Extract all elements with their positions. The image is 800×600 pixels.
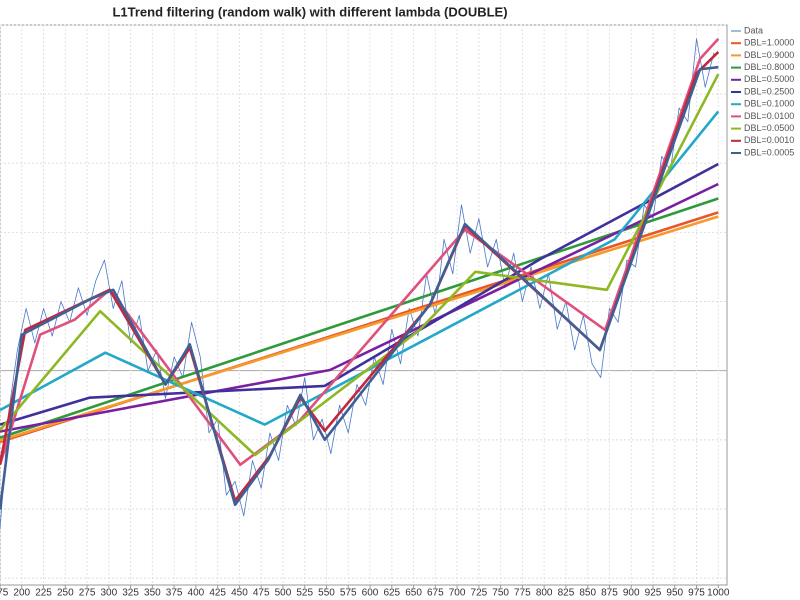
x-tick-label: 825	[558, 588, 575, 599]
grid	[0, 24, 727, 585]
x-tick-label: 250	[57, 588, 74, 599]
x-tick-label: 625	[383, 588, 400, 599]
x-tick-label: 950	[666, 588, 683, 599]
legend-label: Data	[744, 25, 763, 35]
legend-label: DBL=0.8000	[744, 62, 794, 72]
legend-label: DBL=0.9000	[744, 50, 794, 60]
x-tick-label: 425	[209, 588, 226, 599]
trend-line	[0, 197, 719, 439]
x-tick-label: 750	[492, 588, 509, 599]
x-tick-label: 775	[514, 588, 531, 599]
x-tick-label: 925	[645, 588, 662, 599]
trend-line	[0, 162, 719, 426]
x-tick-label: 675	[427, 588, 444, 599]
legend-label: DBL=0.2500	[744, 86, 794, 96]
x-tick-label: 600	[362, 588, 379, 599]
trend-line	[0, 182, 719, 433]
lines	[0, 37, 720, 530]
x-tick-label: 175	[0, 588, 9, 599]
data-line	[0, 38, 715, 530]
x-tick-label: 400	[188, 588, 205, 599]
x-tick-label: 850	[579, 588, 596, 599]
trend-line	[0, 215, 719, 442]
trend-line	[0, 110, 720, 426]
x-tick-label: 500	[275, 588, 292, 599]
legend-label: DBL=0.0500	[744, 123, 794, 133]
chart-title: L1Trend filtering (random walk) with dif…	[112, 4, 507, 19]
legend: Data DBL=1.0000 DBL=0.9000 DBL=0.8000 DBL=0.…	[731, 25, 794, 157]
x-tick-label: 225	[35, 588, 52, 599]
x-tick-label: 575	[340, 588, 357, 599]
x-tick-label: 450	[231, 588, 248, 599]
x-tick-label: 725	[471, 588, 488, 599]
x-tick-label: 300	[100, 588, 117, 599]
legend-label: DBL=0.1000	[744, 99, 794, 109]
legend-label: DBL=0.5000	[744, 74, 794, 84]
x-tick-label: 650	[405, 588, 422, 599]
legend-label: DBL=0.0100	[744, 111, 794, 121]
legend-label: DBL=1.0000	[744, 38, 794, 48]
x-tick-label: 700	[449, 588, 466, 599]
x-tick-label: 325	[122, 588, 139, 599]
x-tick-label: 1000	[707, 588, 730, 599]
trend-line	[0, 65, 719, 510]
x-tick-label: 800	[536, 588, 553, 599]
x-tick-label: 975	[688, 588, 705, 599]
x-tick-label: 475	[253, 588, 270, 599]
legend-label: DBL=0.0010	[744, 135, 794, 145]
x-tick-label: 525	[296, 588, 313, 599]
x-tick-label: 550	[318, 588, 335, 599]
x-tick-label: 900	[623, 588, 640, 599]
x-tick-label: 375	[166, 588, 183, 599]
trend-line	[0, 73, 720, 457]
x-tick-label: 275	[79, 588, 96, 599]
x-tick-label: 200	[13, 588, 30, 599]
legend-label: DBL=0.0005	[744, 147, 794, 157]
x-tick-label: 875	[601, 588, 618, 599]
x-axis: 175 200 225 250 275 300 325 350 375 400 425 450 475 5…	[0, 585, 730, 599]
x-tick-label: 350	[144, 588, 161, 599]
